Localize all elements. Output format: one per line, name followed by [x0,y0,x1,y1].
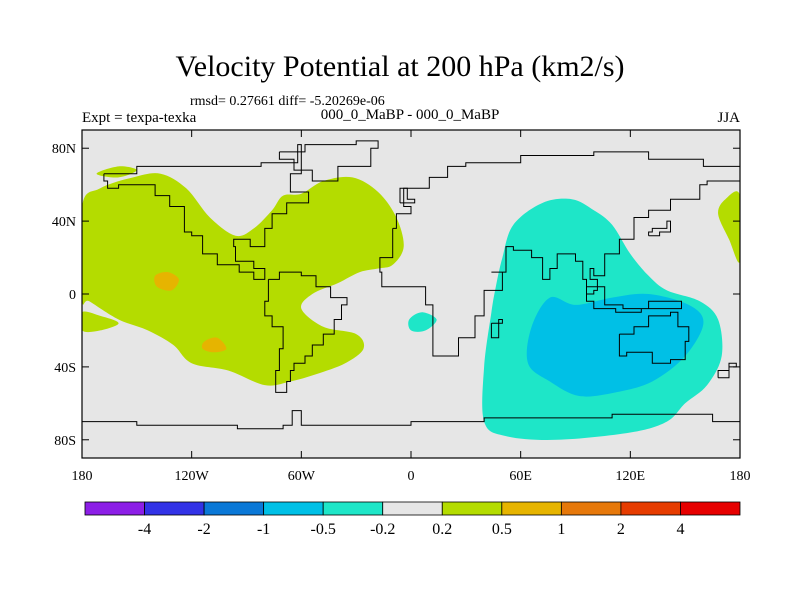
colorbar-swatch [620,501,681,516]
colorbar-label: 2 [617,521,625,538]
moderate-positive-patch-north [154,271,179,291]
y-tick-label: 80N [52,142,76,157]
coastline-layer [82,140,740,430]
colorbar-swatch [560,501,622,516]
colorbar-swatch [263,501,324,516]
north-america-coastline [103,144,310,280]
positive-region-east-edge [718,191,740,263]
south-america-coastline [264,271,348,393]
greenland-coastline [278,140,379,182]
colorbar-swatch [84,501,145,516]
rmsd-diff-stats: rmsd= 0.27661 diff= -5.20269e-06 [190,94,385,109]
negative-region-indian-ocean-core [526,293,704,397]
antarctica-coastline [82,410,740,430]
colorbar-label: -1 [257,521,270,538]
colorbar-swatch [322,501,384,516]
x-tick-label: 60E [509,469,532,484]
colorbar: -4 -2 -1 -0.5 -0.2 0.2 0.5 1 2 4 [84,501,741,538]
colorbar-label: -0.2 [370,521,395,538]
colorbar-swatch [501,501,562,516]
colorbar-swatch [680,501,741,516]
colorbar-label: -2 [197,521,210,538]
chart-title: Velocity Potential at 200 hPa (km2/s) [175,50,625,83]
colorbar-swatch [441,501,503,516]
colorbar-swatch [382,501,443,516]
x-tick-label: 180 [72,469,93,484]
experiment-label: Expt = texpa-texka [82,110,197,126]
colorbar-label: -4 [138,521,151,538]
negative-region-atlantic-blob [408,312,437,332]
y-tick-label: 40S [54,361,76,376]
colorbar-label: 0.2 [432,521,452,538]
australia-coastline [618,311,690,364]
comparison-label: 000_0_MaBP - 000_0_MaBP [320,107,500,123]
x-tick-label: 60W [288,469,316,484]
positive-region-south-pacific-lobe [82,311,119,333]
colorbar-label: 0.5 [492,521,512,538]
new-zealand-coastline [717,362,737,379]
y-tick-label: 0 [69,288,76,303]
japan-coastline [648,220,671,237]
x-tick-label: 0 [408,469,415,484]
eurasia-africa-coastline [379,151,740,357]
uk-coastline [399,187,416,204]
positive-region-west-hemisphere [82,173,404,386]
y-tick-label: 40N [52,215,76,230]
positive-region-north-pacific-patch [96,166,137,178]
colorbar-swatch [203,501,265,516]
x-tick-label: 180 [730,469,751,484]
madagascar-coastline [490,319,503,339]
contour-fill-layer [82,166,740,440]
colorbar-label: -0.5 [311,521,336,538]
y-tick-label: 80S [54,434,76,449]
colorbar-label: 4 [676,521,684,538]
indonesia-coastline [586,286,682,313]
season-label: JJA [717,110,740,126]
colorbar-label: 1 [557,521,565,538]
colorbar-swatch [144,501,205,516]
moderate-positive-patch-south [201,337,227,353]
x-tick-label: 120W [175,469,210,484]
x-tick-label: 120E [616,469,646,484]
axes-layer: 180 120W 60W 0 60E 120E 180 80N 40N 0 40S 80S [52,130,751,484]
